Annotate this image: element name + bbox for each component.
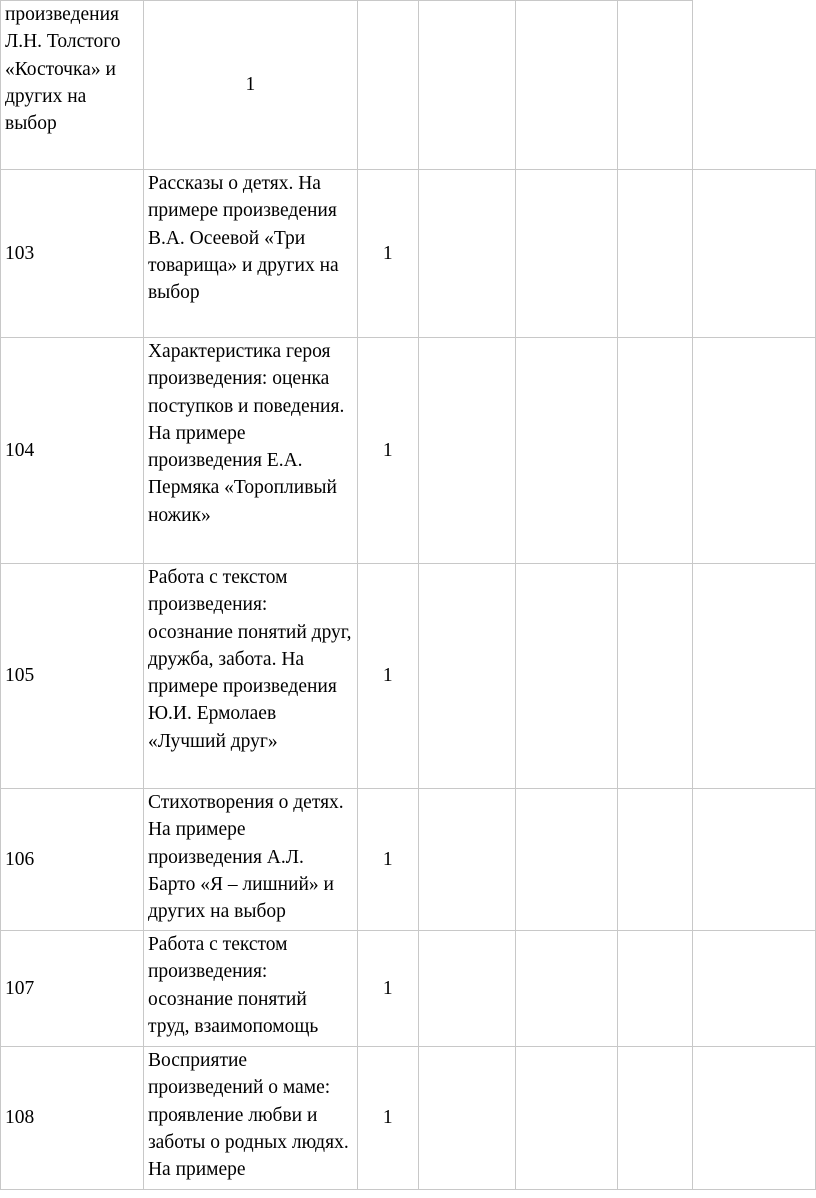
empty-cell — [514, 337, 619, 564]
empty-cell — [617, 788, 694, 931]
empty-cell — [692, 1046, 816, 1190]
empty-cell — [617, 563, 694, 789]
empty-cell — [693, 1, 816, 170]
empty-cell — [514, 788, 619, 931]
topic-cell: Восприятие произведений о маме: проявлен… — [142, 1046, 358, 1190]
empty-cell — [692, 930, 816, 1047]
empty-cell — [417, 1046, 516, 1190]
table-row: 104 Характеристика героя произведения: о… — [0, 337, 816, 564]
topic-cell: произведения Л.Н. Толстого «Косточка» и … — [0, 0, 144, 170]
table-row: 106 Стихотворения о детях. На примере пр… — [0, 788, 816, 931]
empty-cell — [514, 563, 619, 789]
lesson-number-cell: 103 — [0, 169, 144, 338]
table-row: 107 Работа с текстом произведения: осозн… — [0, 930, 816, 1047]
empty-cell — [617, 0, 694, 170]
lesson-number-cell: 104 — [0, 337, 144, 564]
lesson-number-cell: 107 — [0, 930, 144, 1047]
lesson-number-cell: 106 — [0, 788, 144, 931]
hours-cell: 1 — [356, 337, 419, 564]
empty-cell — [356, 0, 419, 170]
empty-cell — [417, 169, 516, 338]
hours-cell: 1 — [356, 169, 419, 338]
empty-cell — [417, 563, 516, 789]
hours-cell: 1 — [356, 1046, 419, 1190]
empty-cell — [692, 788, 816, 931]
topic-cell: Работа с текстом произведения: осознание… — [142, 930, 358, 1047]
table-row: 108 Восприятие произведений о маме: проя… — [0, 1046, 816, 1190]
empty-cell — [692, 337, 816, 564]
empty-cell — [514, 1046, 619, 1190]
empty-cell — [617, 337, 694, 564]
hours-cell: 1 — [356, 930, 419, 1047]
hours-cell: 1 — [356, 563, 419, 789]
table-row: произведения Л.Н. Толстого «Косточка» и … — [0, 0, 816, 170]
empty-cell — [514, 169, 619, 338]
empty-cell — [514, 0, 619, 170]
topic-cell: Рассказы о детях. На примере произведени… — [142, 169, 358, 338]
table-row: 105 Работа с текстом произведения: осозн… — [0, 563, 816, 789]
topic-cell: Работа с текстом произведения: осознание… — [142, 563, 358, 789]
empty-cell — [617, 1046, 694, 1190]
empty-cell — [692, 563, 816, 789]
empty-cell — [417, 0, 516, 170]
hours-cell: 1 — [142, 0, 358, 170]
empty-cell — [692, 169, 816, 338]
empty-cell — [417, 788, 516, 931]
empty-cell — [617, 930, 694, 1047]
table-row: 103 Рассказы о детях. На примере произве… — [0, 169, 816, 338]
lesson-number-cell: 105 — [0, 563, 144, 789]
lesson-number-cell: 108 — [0, 1046, 144, 1190]
topic-cell: Стихотворения о детях. На примере произв… — [142, 788, 358, 931]
empty-cell — [514, 930, 619, 1047]
topic-cell: Характеристика героя произведения: оценк… — [142, 337, 358, 564]
empty-cell — [617, 169, 694, 338]
hours-cell: 1 — [356, 788, 419, 931]
empty-cell — [417, 337, 516, 564]
empty-cell — [417, 930, 516, 1047]
